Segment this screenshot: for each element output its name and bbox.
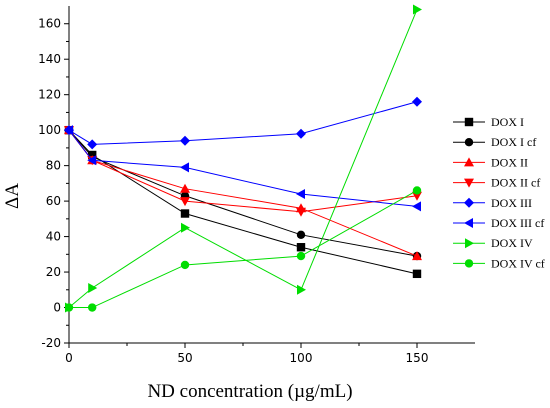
legend-label: DOX IV xyxy=(491,236,533,250)
series-dox-iv-cf xyxy=(64,186,422,312)
data-point xyxy=(88,283,98,294)
legend-label: DOX II cf xyxy=(491,176,540,190)
data-point xyxy=(296,243,306,252)
legend-label: DOX IV cf xyxy=(491,256,545,270)
y-tick-label: 20 xyxy=(46,265,61,279)
series-dox-i xyxy=(64,125,422,279)
legend-swatch-marker xyxy=(464,138,474,147)
data-point xyxy=(296,230,306,240)
y-tick-label: 60 xyxy=(46,194,61,208)
series-line xyxy=(69,190,418,309)
series-line xyxy=(68,129,418,257)
legend-label: DOX I cf xyxy=(491,135,536,149)
series-dox-ii-cf xyxy=(64,126,422,217)
y-axis-title: ΔA xyxy=(2,183,23,209)
axes: -20 0 20 40 60 80 100 120 140 160 0 50 100 150 xyxy=(38,6,475,365)
data-point xyxy=(64,303,74,312)
data-point xyxy=(180,162,189,173)
data-point xyxy=(180,260,190,270)
x-axis-title: ND concentration (µg/mL) xyxy=(147,381,352,402)
data-point xyxy=(412,251,422,261)
series-dox-iii-cf xyxy=(64,125,421,212)
legend-item: DOX I xyxy=(453,115,524,129)
legend-label: DOX II xyxy=(491,155,528,169)
y-tick-label: 160 xyxy=(38,17,61,31)
data-point xyxy=(87,155,97,166)
data-point xyxy=(87,139,98,150)
legend-swatch-marker xyxy=(465,238,474,249)
legend-swatch-marker xyxy=(464,259,474,268)
y-tick-label: 40 xyxy=(46,230,61,244)
legend-label: DOX I xyxy=(491,115,524,129)
data-point xyxy=(296,128,306,139)
data-point xyxy=(64,125,73,136)
series-layer xyxy=(64,4,422,313)
data-point xyxy=(180,209,190,218)
legend-item: DOX I cf xyxy=(453,135,536,149)
data-point xyxy=(181,222,190,233)
series-line xyxy=(68,9,418,308)
data-point xyxy=(297,284,306,295)
data-point xyxy=(412,186,422,195)
data-point xyxy=(413,4,422,15)
series-line xyxy=(68,101,418,145)
y-tick-label: 80 xyxy=(46,159,61,173)
data-point xyxy=(180,197,190,207)
data-point xyxy=(180,183,190,193)
series-line xyxy=(68,129,418,275)
legend-item: DOX III cf xyxy=(453,216,544,230)
y-tick-label: -20 xyxy=(41,336,61,350)
data-point xyxy=(412,269,422,279)
legend-swatch-marker xyxy=(464,178,474,188)
legend-swatch-marker xyxy=(464,218,473,228)
legend-swatch-marker xyxy=(464,117,474,127)
data-point xyxy=(412,96,422,107)
legend-item: DOX IV cf xyxy=(453,256,545,270)
x-tick-label: 50 xyxy=(177,351,192,365)
series-dox-iv xyxy=(65,4,422,313)
data-point xyxy=(180,135,190,146)
series-line xyxy=(68,129,418,257)
legend-item: DOX II xyxy=(453,155,528,169)
x-tick-label: 100 xyxy=(290,351,313,365)
data-point xyxy=(412,201,421,212)
y-tick-label: 120 xyxy=(38,88,61,102)
legend-swatch-marker xyxy=(464,197,474,208)
legend-swatch-marker xyxy=(464,157,474,167)
legend-label: DOX III xyxy=(491,196,532,210)
y-tick-label: 100 xyxy=(38,123,61,137)
x-tick-label: 150 xyxy=(406,351,429,365)
series-dox-ii xyxy=(64,125,422,261)
legend-item: DOX II cf xyxy=(453,176,540,190)
series-dox-iii xyxy=(64,96,422,150)
legend-label: DOX III cf xyxy=(491,216,544,230)
data-point xyxy=(88,303,97,312)
data-point xyxy=(296,207,306,217)
series-line xyxy=(68,129,418,207)
data-point xyxy=(412,191,422,201)
data-point xyxy=(296,251,306,261)
legend-item: DOX III xyxy=(453,196,532,210)
y-tick-label: 140 xyxy=(38,52,61,66)
legend: DOX I DOX I cf DOX II DOX II cf DOX III DOX I… xyxy=(453,115,545,270)
series-dox-i-cf xyxy=(64,125,422,261)
legend-item: DOX IV xyxy=(453,236,533,250)
y-tick-label: 0 xyxy=(53,301,61,315)
x-tick-label: 0 xyxy=(65,351,73,365)
data-point xyxy=(296,189,305,200)
series-line xyxy=(68,129,418,213)
